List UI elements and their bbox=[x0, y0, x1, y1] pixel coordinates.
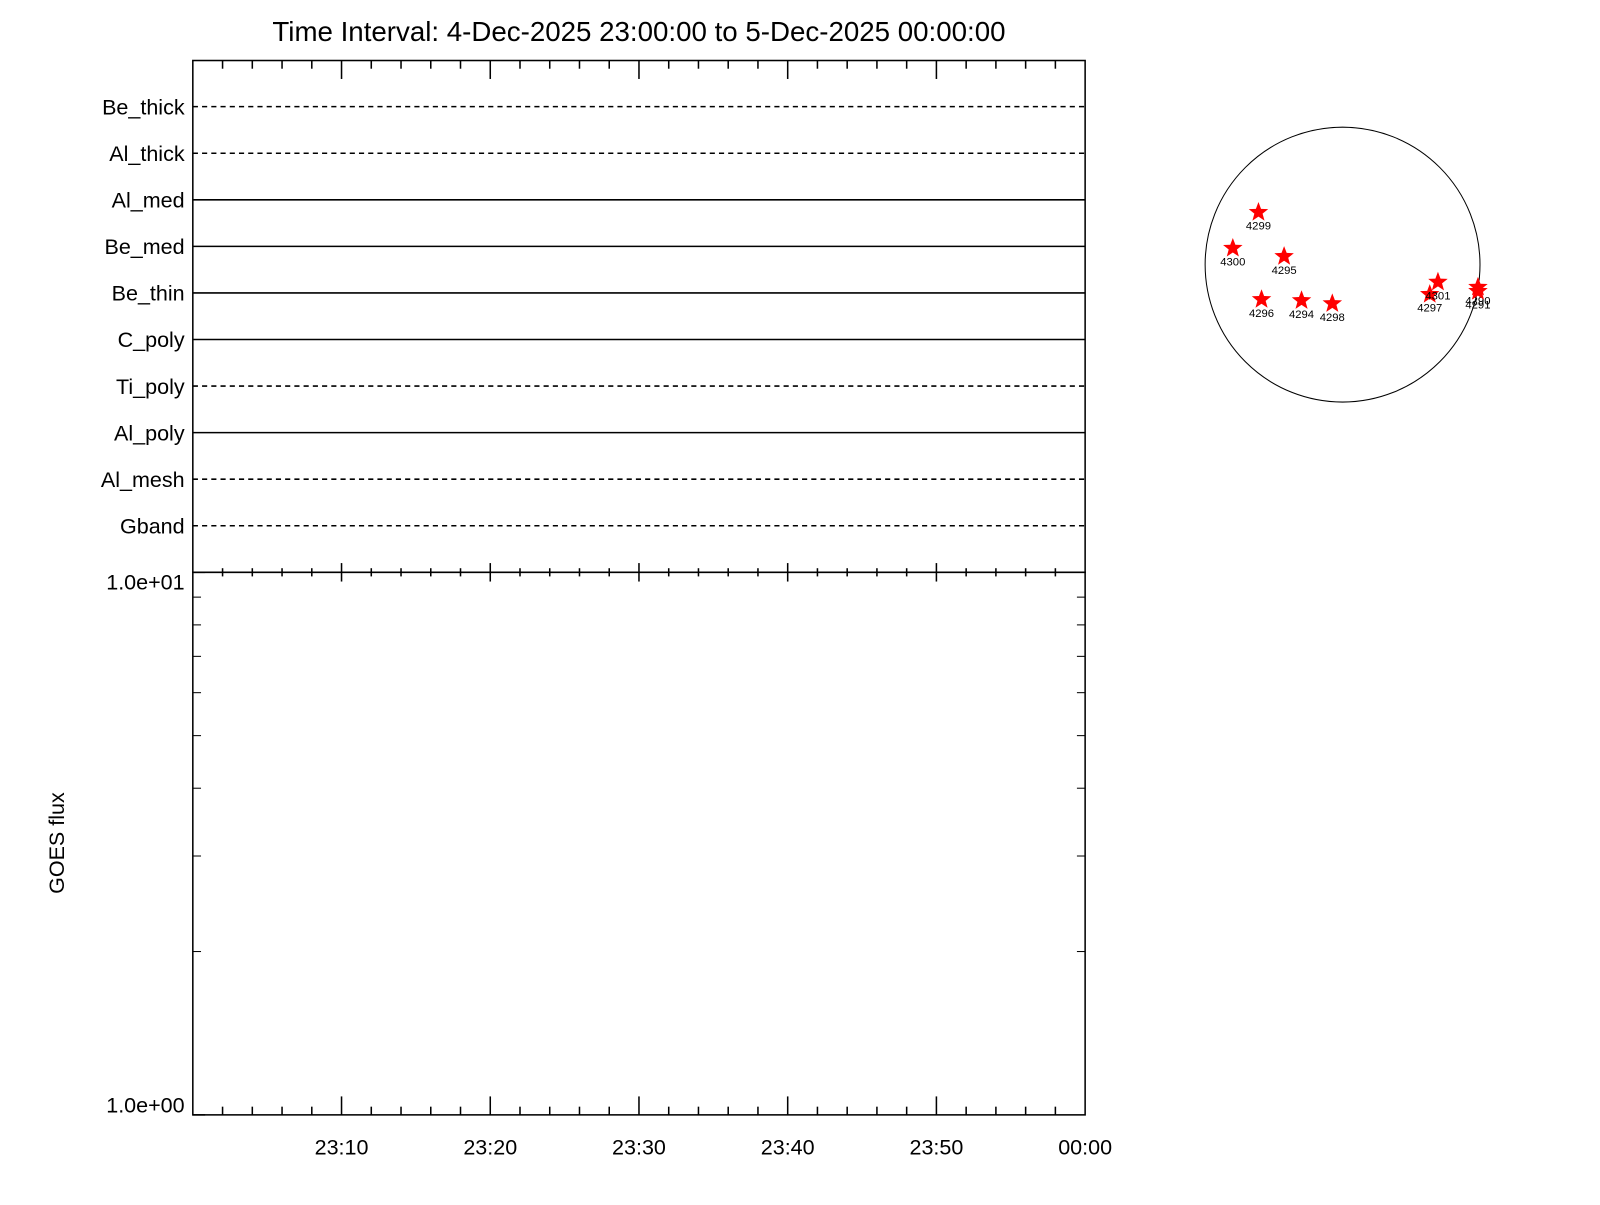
region-marker bbox=[1291, 290, 1312, 309]
region-label: 4295 bbox=[1272, 265, 1297, 277]
filter-label: Gband bbox=[120, 514, 185, 538]
region-marker bbox=[1428, 271, 1448, 291]
filter-label: Be_med bbox=[104, 235, 184, 259]
y-tick-label: 1.0e+01 bbox=[106, 570, 184, 594]
y-axis-label: GOES flux bbox=[45, 792, 69, 894]
y-tick-label: 1.0e+00 bbox=[106, 1093, 184, 1117]
region-marker bbox=[1420, 284, 1440, 303]
filter-label: Be_thin bbox=[112, 282, 185, 306]
region-marker bbox=[1223, 237, 1243, 257]
x-tick-label: 23:20 bbox=[463, 1135, 517, 1159]
x-tick-label: 23:30 bbox=[612, 1135, 666, 1159]
region-label: 4300 bbox=[1220, 257, 1245, 269]
x-tick-label: 23:50 bbox=[909, 1135, 963, 1159]
filter-label: Al_thick bbox=[109, 142, 185, 166]
region-marker bbox=[1248, 202, 1269, 221]
region-label: 4290 bbox=[1465, 296, 1490, 308]
filter-label: Ti_poly bbox=[116, 375, 185, 399]
region-label: 4291 bbox=[1465, 300, 1490, 312]
filter-label: C_poly bbox=[118, 328, 185, 352]
region-marker bbox=[1251, 289, 1272, 308]
region-label: 4298 bbox=[1320, 312, 1345, 324]
sun-disk bbox=[1204, 126, 1481, 403]
region-label: 4301 bbox=[1425, 290, 1450, 302]
region-marker bbox=[1468, 281, 1488, 300]
title: Time Interval: 4-Dec-2025 23:00:00 to 5-… bbox=[272, 16, 1005, 47]
region-marker bbox=[1322, 293, 1343, 312]
region-marker bbox=[1274, 246, 1294, 265]
filter-panel bbox=[192, 59, 1086, 574]
region-label: 4294 bbox=[1289, 309, 1314, 321]
filter-label: Al_mesh bbox=[101, 468, 185, 492]
filter-label: Al_poly bbox=[114, 421, 185, 445]
flux-panel bbox=[192, 571, 1086, 1116]
region-label: 4297 bbox=[1417, 303, 1442, 315]
x-tick-label: 23:10 bbox=[315, 1135, 369, 1159]
x-tick-label: 00:00 bbox=[1058, 1135, 1112, 1159]
region-label: 4299 bbox=[1246, 221, 1271, 233]
filter-label: Al_med bbox=[112, 189, 185, 213]
region-label: 4296 bbox=[1249, 308, 1274, 320]
filter-label: Be_thick bbox=[102, 95, 185, 119]
x-tick-label: 23:40 bbox=[761, 1135, 815, 1159]
